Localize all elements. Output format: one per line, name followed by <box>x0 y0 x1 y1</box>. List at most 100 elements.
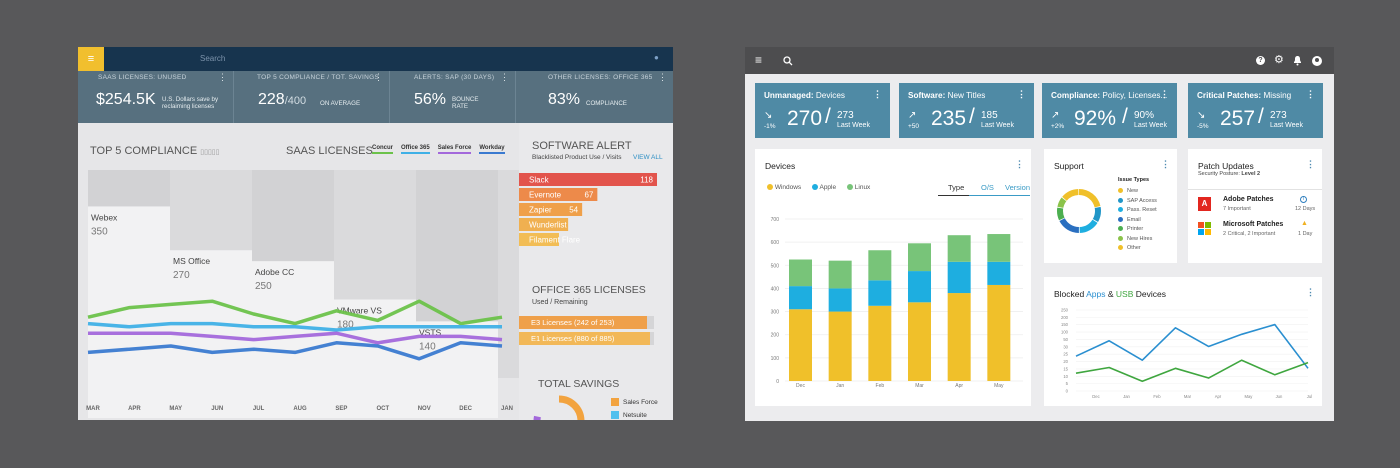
alert-value: 54 <box>569 206 578 215</box>
tab-os[interactable]: O/S <box>969 183 1006 196</box>
kpi-title: Software: New Titles <box>908 91 986 100</box>
more-icon[interactable]: ⋮ <box>1306 287 1315 297</box>
month-label: JUL <box>253 406 265 412</box>
device-bar <box>947 261 971 294</box>
x-tick: Feb <box>876 383 885 389</box>
divider <box>1188 189 1322 190</box>
kpi-trend: -5% <box>1197 123 1209 130</box>
y-tick: 30 <box>1063 344 1068 349</box>
device-bar <box>987 234 1011 262</box>
device-bar <box>908 302 931 381</box>
kpi-title: Unmanaged: Devices <box>764 91 845 100</box>
compliance-title: TOP 5 COMPLIANCE ▯▯▯▯▯ <box>90 145 220 157</box>
avatar-icon[interactable] <box>1312 56 1322 66</box>
patch-name[interactable]: Microsoft Patches <box>1223 221 1284 228</box>
warning-icon[interactable]: ▲ <box>1301 220 1308 227</box>
kpi-sub: BOUNCE RATE <box>452 96 479 110</box>
x-tick: May <box>994 383 1004 389</box>
y-tick: 25 <box>1063 352 1068 357</box>
bell-icon[interactable] <box>1293 55 1302 66</box>
kpi-sub: COMPLIANCE <box>586 100 627 107</box>
y-tick: 5 <box>1066 381 1069 386</box>
x-tick: Feb <box>1153 394 1161 399</box>
patch-detail: 2 Critical, 2 Important <box>1223 231 1276 237</box>
kpi-trend: +2% <box>1051 123 1065 130</box>
issue-label: New Hires <box>1127 235 1153 242</box>
info-icon[interactable]: i <box>1300 196 1307 203</box>
kpi-saas: SAAS LICENSES: UNUSED ⋮ $254.5K U.S. Dol… <box>78 71 234 123</box>
bell-icon[interactable]: ● <box>654 53 659 62</box>
microsoft-icon-part <box>1205 229 1211 235</box>
month-label: MAY <box>169 406 182 412</box>
saas-title: SAAS LICENSES <box>286 145 373 157</box>
menu-button[interactable]: ≡ <box>78 47 104 71</box>
more-icon[interactable]: ⋮ <box>500 72 509 82</box>
more-icon[interactable]: ⋮ <box>218 72 227 82</box>
month-label: DEC <box>459 406 472 412</box>
kpi-value: 270 <box>787 107 823 130</box>
alert-name: Slack <box>529 176 550 185</box>
alert-bar <box>519 233 559 246</box>
kpi-compare: 273 <box>837 110 854 121</box>
donut-slice <box>1057 189 1101 233</box>
gear-icon[interactable]: ⚙ <box>1274 54 1284 66</box>
tab-type[interactable]: Type <box>938 183 975 196</box>
side-panel: SOFTWARE ALERT Blacklisted Product Use /… <box>519 123 673 420</box>
compliance-chart: Webex 350 MS Office 270 Adobe CC 250 VMware VS… <box>86 170 519 418</box>
legend-dot <box>1118 235 1123 241</box>
x-tick: Dec <box>796 383 805 389</box>
search-icon[interactable] <box>783 56 793 66</box>
e3-label: E3 Licenses (242 of 253) <box>531 318 615 327</box>
kpi-patches[interactable]: Critical Patches: Missing ⋮ ↘ -5% 257 / … <box>1188 83 1323 138</box>
search-input[interactable]: Search <box>200 54 226 63</box>
more-icon[interactable]: ⋮ <box>658 72 667 82</box>
kpi-unmanaged[interactable]: Unmanaged: Devices ⋮ ↘ -1% 270 / 273 Las… <box>755 83 890 138</box>
x-tick: Jan <box>836 383 844 389</box>
more-icon[interactable]: ⋮ <box>873 89 882 99</box>
kpi-value: 257 <box>1220 107 1256 130</box>
more-icon[interactable]: ⋮ <box>1306 89 1315 99</box>
month-label: NOV <box>418 406 431 412</box>
device-bar <box>987 284 1011 381</box>
alert-bar <box>519 203 583 216</box>
device-bar <box>908 271 931 303</box>
month-label: JUN <box>211 406 223 412</box>
bar-value: 140 <box>419 341 436 352</box>
device-bar <box>868 280 892 306</box>
issue-item: Printer <box>1118 225 1157 235</box>
more-icon[interactable]: ⋮ <box>1160 89 1169 99</box>
kpi-trend: -1% <box>764 123 776 130</box>
more-icon[interactable]: ⋮ <box>1015 159 1024 169</box>
tab-version[interactable]: Version <box>995 183 1031 196</box>
legend-dot <box>1118 216 1123 222</box>
kpi-compliance[interactable]: Compliance: Policy, Licenses... ⋮ ↗ +2% … <box>1042 83 1177 138</box>
more-icon[interactable]: ⋮ <box>1306 159 1315 169</box>
kpi-value: 83% <box>548 91 581 108</box>
x-tick: Mar <box>1184 394 1192 399</box>
bar-value: 250 <box>255 281 272 292</box>
kpi-period: Last Week <box>837 122 870 129</box>
x-tick: Jun <box>1276 394 1283 399</box>
card-title: Support <box>1054 161 1084 171</box>
more-icon[interactable]: ⋮ <box>374 72 383 82</box>
kpi-title: Compliance: Policy, Licenses... <box>1051 91 1168 100</box>
help-icon[interactable]: ? <box>1256 56 1265 65</box>
kpi-software[interactable]: Software: New Titles ⋮ ↗ +50 235 / 185 L… <box>899 83 1034 138</box>
view-all-link[interactable]: VIEW ALL <box>633 154 663 161</box>
x-tick: Jan <box>1123 394 1130 399</box>
e1-bar <box>519 332 650 345</box>
bar-value: 270 <box>173 270 190 281</box>
more-icon[interactable]: ⋮ <box>1161 159 1170 169</box>
more-icon[interactable]: ⋮ <box>1017 89 1026 99</box>
microsoft-icon-part <box>1205 222 1211 228</box>
device-bar <box>789 259 812 287</box>
legend-dot <box>812 184 819 191</box>
alert-value: 67 <box>584 191 593 200</box>
legend-item: Concur <box>372 145 393 154</box>
y-tick: 150 <box>1061 322 1069 327</box>
kpi-slash: / <box>1258 105 1264 128</box>
blocked-card: Blocked Apps & USB Devices ⋮ 250 200 150 10… <box>1044 277 1322 406</box>
hamburger-icon[interactable]: ≡ <box>755 53 763 67</box>
patch-name[interactable]: Adobe Patches <box>1223 196 1274 203</box>
saas-line <box>87 341 503 361</box>
